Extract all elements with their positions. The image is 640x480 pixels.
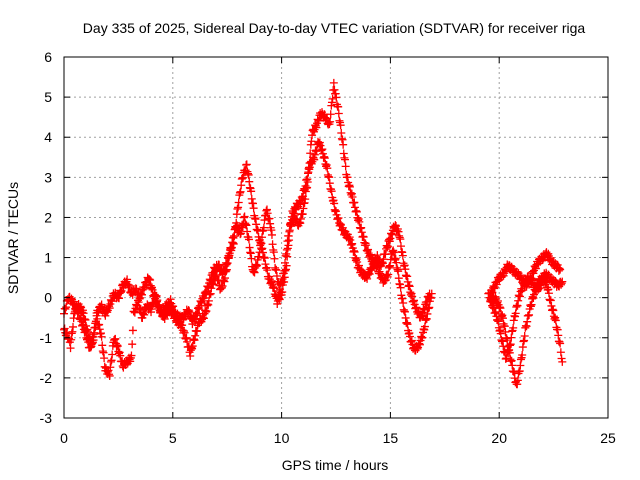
data-point <box>259 223 268 232</box>
x-tick-label: 25 <box>600 430 616 446</box>
data-point <box>244 170 253 179</box>
data-point <box>396 283 405 292</box>
data-point <box>89 336 98 345</box>
y-tick-label: 5 <box>44 89 52 105</box>
data-point <box>520 331 529 340</box>
ticks: 0 5 10 15 20 25 -3 -2 -1 0 1 2 3 4 5 6 <box>40 49 616 446</box>
data-point <box>396 235 405 244</box>
y-tick-label: 3 <box>44 169 52 185</box>
data-point <box>66 344 75 353</box>
y-tick-label: 1 <box>44 250 52 266</box>
data-point <box>105 371 114 380</box>
data-point <box>249 204 258 213</box>
data-point <box>326 110 335 119</box>
data-point <box>108 350 117 359</box>
y-tick-label: 2 <box>44 209 52 225</box>
y-axis-label: SDTVAR / TECUs <box>5 182 21 294</box>
data-point <box>558 357 567 366</box>
plot-frame <box>63 56 609 419</box>
data-point <box>518 350 527 359</box>
data-point <box>556 339 565 348</box>
data-point <box>127 351 136 360</box>
data-point <box>323 164 332 173</box>
x-tick-label: 10 <box>274 430 290 446</box>
data-point <box>229 239 238 248</box>
data-point <box>61 304 70 313</box>
y-tick-label: 0 <box>44 290 52 306</box>
data-point <box>556 265 565 274</box>
y-tick-label: 6 <box>44 49 52 65</box>
data-point <box>332 93 341 102</box>
data-point <box>244 235 253 244</box>
y-tick-label: -1 <box>40 330 53 346</box>
x-tick-label: 0 <box>60 430 68 446</box>
x-tick-label: 15 <box>383 430 399 446</box>
data-point <box>509 323 518 332</box>
data-point <box>97 332 106 341</box>
data-point <box>336 121 345 130</box>
data-point <box>230 231 239 240</box>
y-tick-label: -3 <box>40 410 53 426</box>
data-point <box>242 160 251 169</box>
data-point <box>278 288 287 297</box>
data-point <box>334 109 343 118</box>
x-tick-label: 5 <box>169 430 177 446</box>
data-point <box>326 117 335 126</box>
data-point <box>556 348 565 357</box>
data-point <box>328 94 337 103</box>
data-point <box>551 316 560 325</box>
data-point <box>247 254 256 263</box>
data-layer <box>60 78 567 389</box>
data-point <box>267 230 276 239</box>
data-point <box>513 376 522 385</box>
data-point <box>282 261 291 270</box>
data-point <box>100 354 109 363</box>
y-tick-label: 4 <box>44 129 52 145</box>
data-point <box>282 245 291 254</box>
data-point <box>270 254 279 263</box>
data-point <box>329 78 338 87</box>
y-tick-label: -2 <box>40 370 53 386</box>
data-point <box>398 251 407 260</box>
data-point <box>69 322 78 331</box>
grid <box>64 57 608 418</box>
data-point <box>306 149 315 158</box>
data-point <box>341 155 350 164</box>
x-axis-label: GPS time / hours <box>282 457 389 473</box>
data-point <box>128 326 137 335</box>
data-point <box>558 277 567 286</box>
x-tick-label: 20 <box>491 430 507 446</box>
data-point <box>301 195 310 204</box>
data-point <box>285 236 294 245</box>
data-point <box>283 252 292 261</box>
data-point <box>557 354 566 363</box>
data-point <box>503 336 512 345</box>
data-point <box>232 218 241 227</box>
data-point <box>341 162 350 171</box>
data-point <box>303 178 312 187</box>
data-point <box>394 267 403 276</box>
data-point <box>339 140 348 149</box>
data-point <box>247 187 256 196</box>
data-point <box>128 340 137 349</box>
data-point <box>399 298 408 307</box>
chart-title: Day 335 of 2025, Sidereal Day-to-day VTE… <box>83 20 586 36</box>
data-point <box>305 159 314 168</box>
data-point <box>234 198 243 207</box>
data-point <box>425 289 434 298</box>
